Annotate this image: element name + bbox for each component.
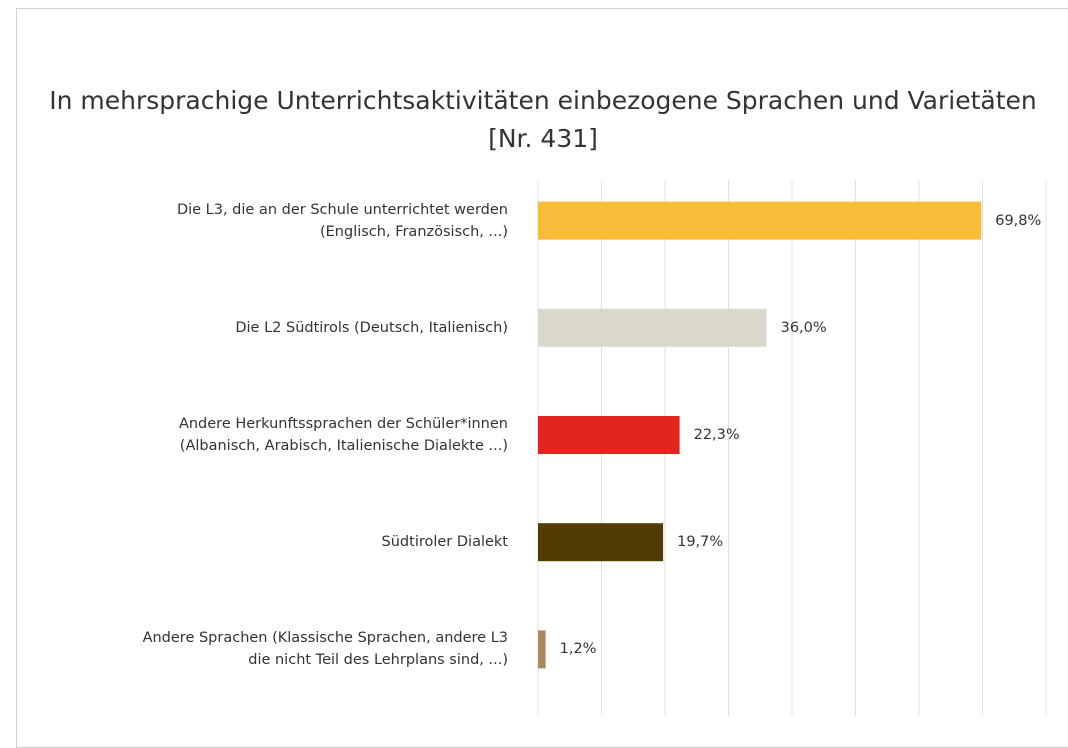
chart-title: In mehrsprachige Unterrichtsaktivitäten … xyxy=(49,86,1037,153)
value-label: 1,2% xyxy=(559,641,597,658)
bar xyxy=(538,308,767,347)
bar xyxy=(538,416,680,454)
y-tick-label: Andere Sprachen (Klassische Sprachen, an… xyxy=(142,630,508,669)
value-label: 19,7% xyxy=(677,534,724,551)
y-tick-label: Andere Herkunftssprachen der Schüler*inn… xyxy=(178,416,508,454)
y-tick-label: Die L3, die an der Schule unterrichtet w… xyxy=(176,201,508,240)
value-label: 36,0% xyxy=(780,319,827,336)
value-label: 22,3% xyxy=(693,427,740,443)
bar xyxy=(538,201,982,240)
y-tick-label: Die L2 Südtirols (Deutsch, Italienisch) xyxy=(235,319,508,336)
value-label: 69,8% xyxy=(995,212,1042,229)
bar xyxy=(538,630,546,669)
bar xyxy=(538,523,664,562)
y-tick-label: Südtiroler Dialekt xyxy=(381,534,508,551)
